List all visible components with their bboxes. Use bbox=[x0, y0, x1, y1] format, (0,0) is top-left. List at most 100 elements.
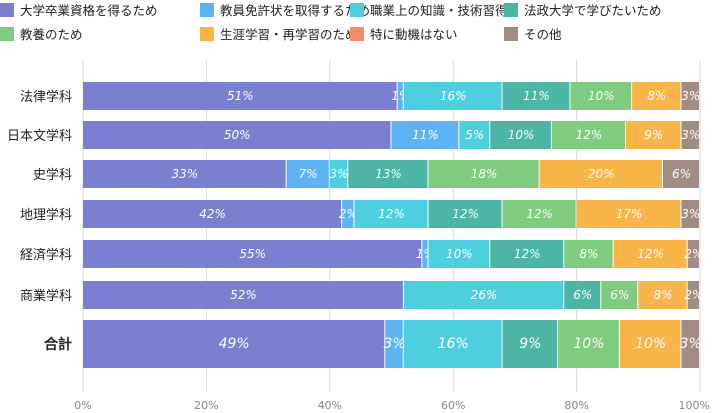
x-tick-label: 100% bbox=[679, 399, 710, 412]
bar-value-label: 8% bbox=[653, 288, 672, 302]
bar-segment bbox=[459, 121, 490, 149]
category-label: 史学科 bbox=[33, 167, 72, 183]
bar-segment bbox=[601, 281, 638, 309]
legend-swatch bbox=[350, 3, 364, 17]
bar-value-label: 17% bbox=[616, 207, 643, 221]
bar-segment bbox=[83, 200, 342, 228]
bar-row: 49% 3% 16% 9% 10% 10% 3% bbox=[83, 320, 702, 368]
bar-segment bbox=[681, 320, 699, 368]
bar-value-label: 55% bbox=[239, 247, 266, 261]
category-label: 日本文学科 bbox=[7, 128, 72, 144]
bar-segment bbox=[342, 200, 354, 228]
bar-segment bbox=[564, 240, 613, 268]
bar-segment bbox=[428, 200, 502, 228]
bar-value-label: 10% bbox=[573, 336, 604, 352]
bar-value-label: 8% bbox=[647, 89, 666, 103]
bar-segment bbox=[570, 82, 632, 110]
bar-segment bbox=[662, 160, 699, 188]
bar-value-label: 13% bbox=[375, 167, 402, 181]
bar-value-label: 9% bbox=[519, 336, 541, 352]
bar-value-label: 3% bbox=[680, 336, 702, 352]
bar-segment bbox=[681, 82, 699, 110]
bar-value-label: 33% bbox=[171, 167, 198, 181]
bar-segment bbox=[681, 121, 699, 149]
bar-value-label: 11% bbox=[412, 128, 439, 142]
legend-label: 教員免許状を取得するため bbox=[220, 3, 370, 18]
legend-label: 教養のため bbox=[20, 27, 83, 42]
bar-segment bbox=[490, 121, 551, 149]
legend-label: 大学卒業資格を得るため bbox=[20, 3, 158, 18]
legend: 大学卒業資格を得るため 教員免許状を取得するため 職業上の知識・技術習得 法政大学で学… bbox=[0, 3, 662, 42]
bar-segment bbox=[391, 121, 459, 149]
bar-value-label: 2% bbox=[684, 247, 703, 261]
bar-value-label: 8% bbox=[579, 247, 598, 261]
category-label: 経済学科 bbox=[20, 247, 72, 263]
bar-segment bbox=[558, 320, 619, 368]
bar-value-label: 10% bbox=[588, 89, 615, 103]
bar-value-label: 3% bbox=[681, 89, 700, 103]
legend-swatch bbox=[200, 27, 214, 41]
bar-segment bbox=[83, 82, 397, 110]
bar-segment bbox=[83, 240, 422, 268]
bar-value-label: 10% bbox=[446, 247, 473, 261]
bar-value-label: 6% bbox=[610, 288, 629, 302]
bar-segment bbox=[551, 121, 625, 149]
legend-label: その他 bbox=[524, 27, 562, 42]
legend-swatch bbox=[350, 27, 364, 41]
bar-segment bbox=[403, 281, 564, 309]
bar-value-label: 42% bbox=[199, 207, 226, 221]
bar-segment bbox=[397, 82, 403, 110]
bar-row: 55% 1% 10% 12% 8% 12% 2% bbox=[83, 240, 703, 268]
bar-segment bbox=[354, 200, 428, 228]
bar-value-label: 50% bbox=[224, 128, 251, 142]
bar-value-label: 3% bbox=[681, 207, 700, 221]
bar-value-label: 12% bbox=[637, 247, 664, 261]
bar-segment bbox=[681, 200, 699, 228]
bar-segment bbox=[625, 121, 681, 149]
bar-value-label: 12% bbox=[378, 207, 405, 221]
bar-row: 42% 2% 12% 12% 12% 17% 3% bbox=[83, 200, 700, 228]
bar-segment bbox=[403, 320, 502, 368]
bar-value-label: 12% bbox=[526, 207, 553, 221]
category-label: 法律学科 bbox=[20, 89, 72, 105]
bar-segment bbox=[403, 82, 502, 110]
bar-value-label: 3% bbox=[383, 336, 405, 352]
legend-swatch bbox=[0, 3, 14, 17]
bar-value-label: 20% bbox=[588, 167, 615, 181]
bar-value-label: 5% bbox=[465, 128, 484, 142]
bar-row: 52% 26% 6% 6% 8% 2% bbox=[83, 281, 703, 309]
bar-segment bbox=[286, 160, 329, 188]
bar-segment bbox=[83, 281, 403, 309]
category-label: 地理学科 bbox=[20, 207, 72, 223]
bar-segment bbox=[490, 240, 564, 268]
bar-segment bbox=[428, 240, 490, 268]
bar-value-label: 12% bbox=[576, 128, 603, 142]
x-tick-label: 20% bbox=[194, 399, 218, 412]
bar-segment bbox=[632, 82, 681, 110]
bar-segment bbox=[502, 320, 558, 368]
bar-segment bbox=[613, 240, 687, 268]
legend-swatch bbox=[0, 27, 14, 41]
bar-value-label: 9% bbox=[644, 128, 663, 142]
bar-value-label: 11% bbox=[523, 89, 550, 103]
bar-value-label: 6% bbox=[672, 167, 691, 181]
bar-value-label: 7% bbox=[299, 167, 318, 181]
legend-swatch bbox=[504, 3, 518, 17]
bar-segment bbox=[83, 320, 385, 368]
bar-value-label: 16% bbox=[438, 336, 469, 352]
bar-value-label: 10% bbox=[635, 336, 666, 352]
bars: 51% 1% 16% 11% 10% 8% 3%50% 11% 5% 10% 12% 9% 3%33% 7… bbox=[83, 82, 703, 368]
bar-segment bbox=[83, 121, 391, 149]
bar-segment bbox=[638, 281, 687, 309]
bar-value-label: 52% bbox=[230, 288, 257, 302]
x-axis-ticks: 0% 20% 40% 60% 80% 100% bbox=[74, 399, 710, 412]
x-tick-label: 80% bbox=[564, 399, 588, 412]
bar-segment bbox=[422, 240, 428, 268]
bar-segment bbox=[385, 320, 403, 368]
bar-value-label: 12% bbox=[514, 247, 541, 261]
bar-row: 33% 7% 3% 13% 18% 20% 6% bbox=[83, 160, 699, 188]
bar-segment bbox=[539, 160, 662, 188]
bar-segment bbox=[564, 281, 601, 309]
